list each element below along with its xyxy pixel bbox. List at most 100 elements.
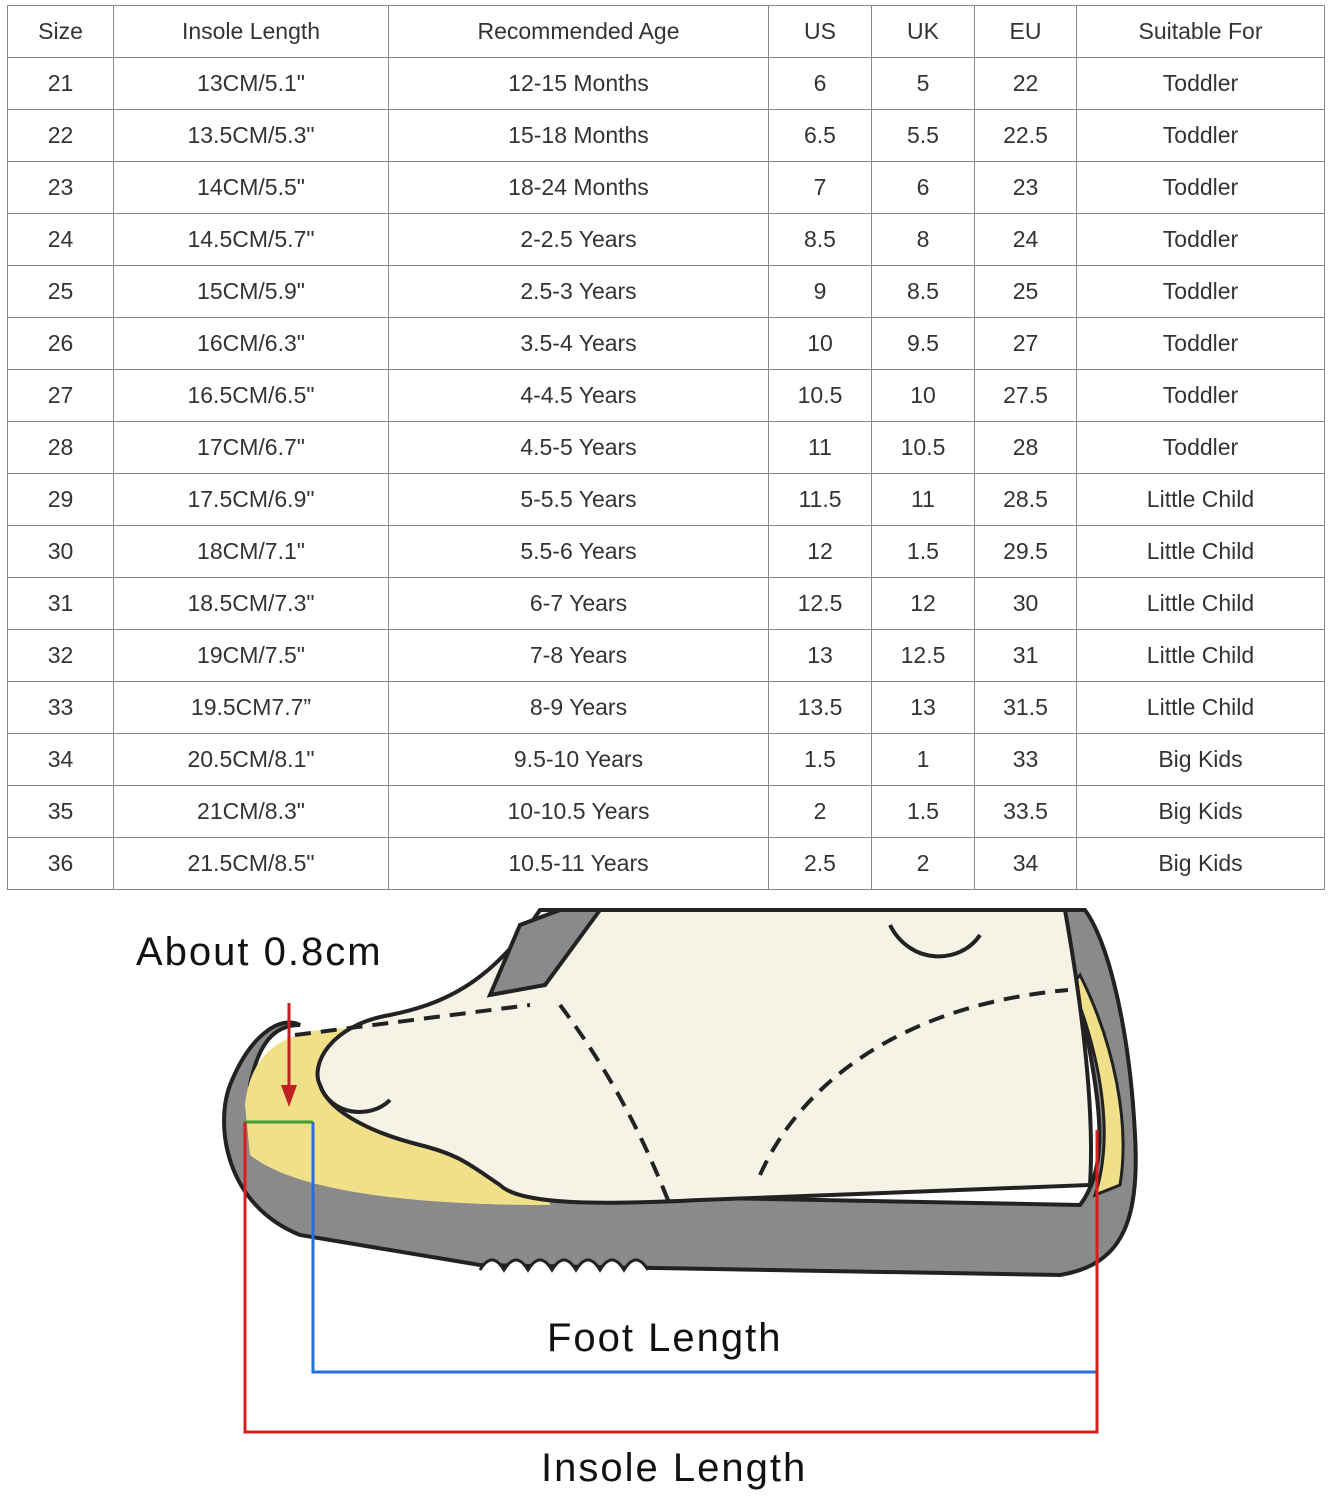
table-row: 32 19CM/7.5" 7-8 Years 13 12.5 31 Little Child [7,629,1325,682]
table-cell: 20.5CM/8.1" [113,733,389,786]
table-cell: 10.5 [871,421,975,474]
table-cell: 5.5 [871,109,975,162]
table-cell: 10.5 [768,369,872,422]
table-cell: 23 [974,161,1077,214]
table-cell: 1.5 [871,785,975,838]
table-cell: 28 [974,421,1077,474]
table-row: 23 14CM/5.5" 18-24 Months 7 6 23 Toddler [7,161,1325,214]
table-cell: 11.5 [768,473,872,526]
table-cell: 8 [871,213,975,266]
table-cell: 36 [7,837,114,890]
table-cell: 29 [7,473,114,526]
table-row: 27 16.5CM/6.5" 4-4.5 Years 10.5 10 27.5 Toddle… [7,369,1325,422]
table-header-row: Size Insole Length Recommended Age US UK EU Su… [7,5,1325,58]
table-cell: 29.5 [974,525,1077,578]
table-cell: 13.5CM/5.3" [113,109,389,162]
table-cell: 35 [7,785,114,838]
table-cell: 11 [768,421,872,474]
table-cell: 34 [7,733,114,786]
table-cell: 7 [768,161,872,214]
insole-length-line [243,1122,1099,1434]
table-cell: 13 [871,681,975,734]
table-cell: 5.5-6 Years [388,525,769,578]
table-cell: 15-18 Months [388,109,769,162]
table-cell: 22 [7,109,114,162]
table-cell: 10 [871,369,975,422]
table-row: 25 15CM/5.9" 2.5-3 Years 9 8.5 25 Toddler [7,265,1325,318]
table-cell: 19CM/7.5" [113,629,389,682]
column-header: Suitable For [1076,5,1325,58]
table-cell: Toddler [1076,57,1325,110]
table-cell: Big Kids [1076,837,1325,890]
table-cell: 33 [7,681,114,734]
table-cell: 28.5 [974,473,1077,526]
table-cell: 22 [974,57,1077,110]
table-cell: 34 [974,837,1077,890]
table-row: 29 17.5CM/6.9" 5-5.5 Years 11.5 11 28.5 Little… [7,473,1325,526]
column-header: US [768,5,872,58]
table-cell: 8-9 Years [388,681,769,734]
table-cell: 8.5 [871,265,975,318]
sole-treads [478,1258,650,1273]
table-cell: 3.5-4 Years [388,317,769,370]
table-cell: 1.5 [768,733,872,786]
heel-insole [1070,972,1125,1198]
table-cell: 2 [871,837,975,890]
insole-length-label: Insole Length [541,1446,808,1490]
ankle-curve [888,924,982,959]
table-cell: 31 [974,629,1077,682]
table-cell: 10 [768,317,872,370]
table-cell: 12.5 [871,629,975,682]
table-cell: 12.5 [768,577,872,630]
table-row: 24 14.5CM/5.7" 2-2.5 Years 8.5 8 24 Toddler [7,213,1325,266]
table-cell: 23 [7,161,114,214]
table-cell: 33.5 [974,785,1077,838]
table-cell: 14.5CM/5.7" [113,213,389,266]
table-cell: 10.5-11 Years [388,837,769,890]
table-cell: 31.5 [974,681,1077,734]
table-cell: Toddler [1076,265,1325,318]
table-cell: 2-2.5 Years [388,213,769,266]
table-cell: 30 [7,525,114,578]
table-row: 28 17CM/6.7" 4.5-5 Years 11 10.5 28 Toddler [7,421,1325,474]
table-cell: 12-15 Months [388,57,769,110]
table-row: 31 18.5CM/7.3" 6-7 Years 12.5 12 30 Little Chi… [7,577,1325,630]
table-cell: 21CM/8.3" [113,785,389,838]
table-cell: 11 [871,473,975,526]
table-cell: 5 [871,57,975,110]
table-cell: 13 [768,629,872,682]
table-cell: 14CM/5.5" [113,161,389,214]
table-cell: Little Child [1076,681,1325,734]
table-cell: Little Child [1076,629,1325,682]
arrow-head [281,1085,297,1107]
column-header: Insole Length [113,5,389,58]
table-cell: 6 [871,161,975,214]
table-cell: 32 [7,629,114,682]
table-cell: 18-24 Months [388,161,769,214]
table-cell: 17CM/6.7" [113,421,389,474]
table-cell: Little Child [1076,577,1325,630]
table-cell: 4.5-5 Years [388,421,769,474]
size-chart-table: Size Insole Length Recommended Age US UK EU Su… [7,5,1325,890]
table-row: 33 19.5CM7.7” 8-9 Years 13.5 13 31.5 Little Ch… [7,681,1325,734]
table-cell: 27.5 [974,369,1077,422]
table-cell: 10-10.5 Years [388,785,769,838]
column-header: Recommended Age [388,5,769,58]
table-cell: 8.5 [768,213,872,266]
table-cell: 2.5-3 Years [388,265,769,318]
table-cell: Little Child [1076,473,1325,526]
table-cell: 7-8 Years [388,629,769,682]
table-cell: 24 [7,213,114,266]
table-row: 22 13.5CM/5.3" 15-18 Months 6.5 5.5 22.5 Toddl… [7,109,1325,162]
table-cell: Toddler [1076,369,1325,422]
table-cell: 18.5CM/7.3" [113,577,389,630]
table-cell: 28 [7,421,114,474]
dashed-upper [294,908,1069,1206]
table-cell: 9.5-10 Years [388,733,769,786]
table-cell: 27 [974,317,1077,370]
table-row: 36 21.5CM/8.5" 10.5-11 Years 2.5 2 34 Big Kids [7,837,1325,890]
table-cell: 18CM/7.1" [113,525,389,578]
table-cell: 12 [768,525,872,578]
table-cell: 13.5 [768,681,872,734]
table-cell: 25 [974,265,1077,318]
